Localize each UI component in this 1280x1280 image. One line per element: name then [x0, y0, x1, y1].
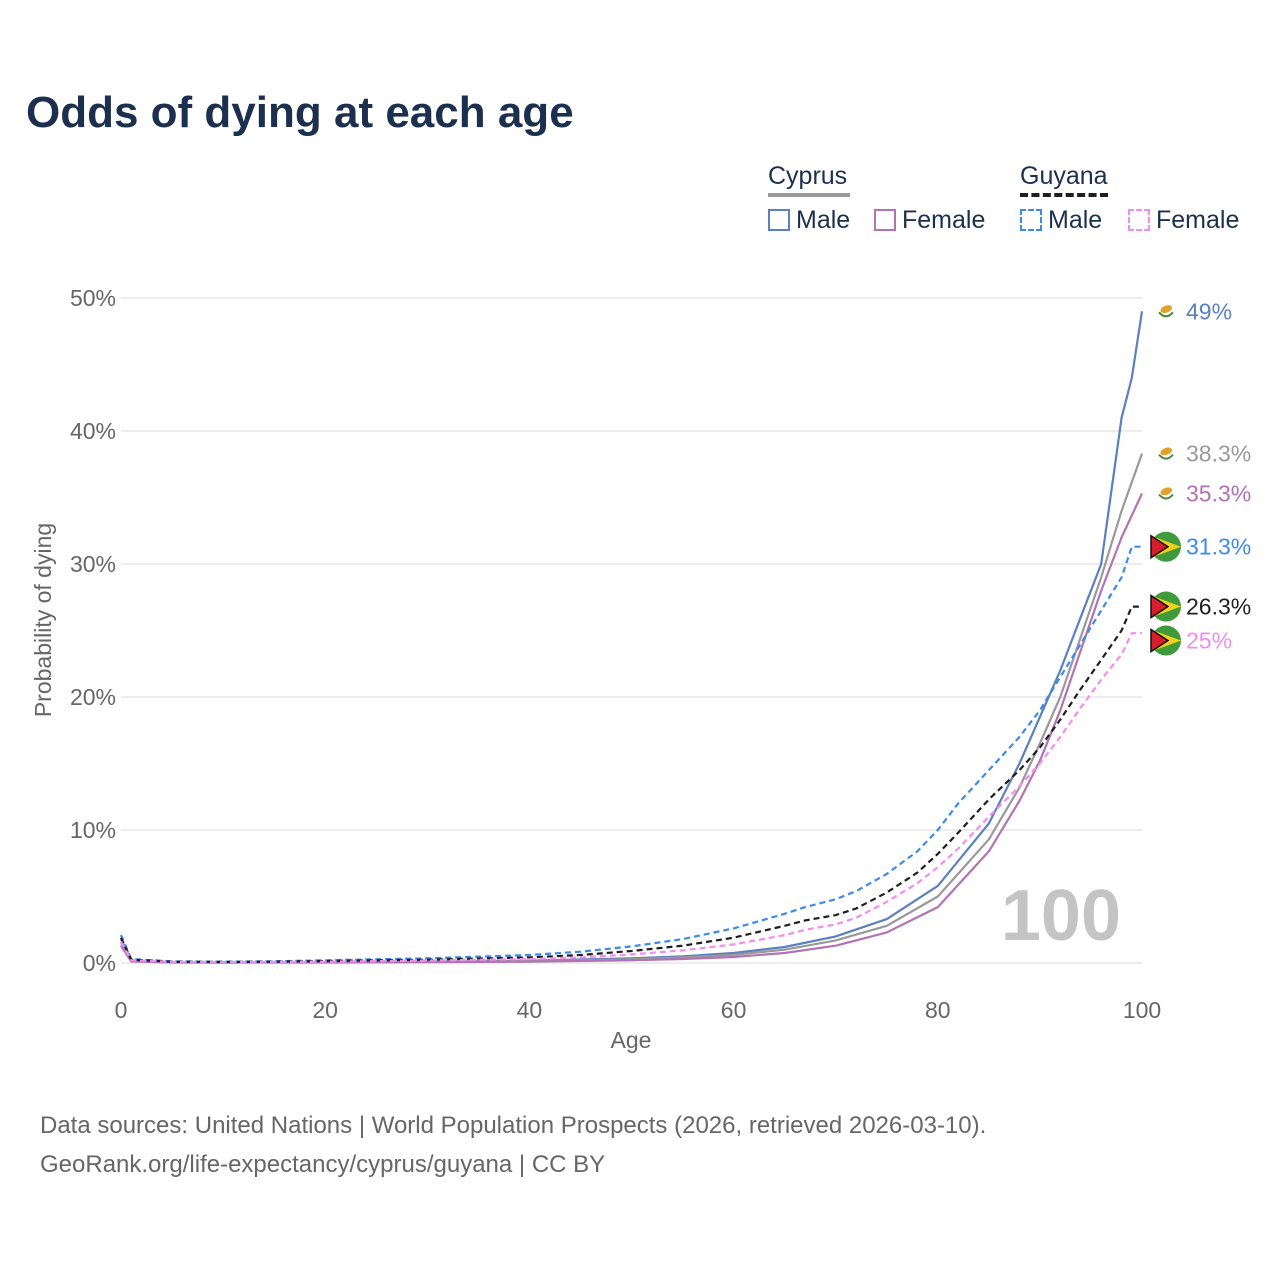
cyprus-flag-icon [1151, 296, 1181, 327]
x-tick-label: 60 [721, 997, 747, 1023]
legend-group-title: Cyprus [768, 162, 848, 190]
legend-swatch [874, 209, 896, 231]
flag-island [1160, 487, 1173, 496]
flag-island [1160, 447, 1173, 456]
y-tick-label: 0% [83, 950, 116, 976]
flag-triangle [1150, 628, 1170, 653]
x-axis: 0 20 40 60 80 100 [115, 997, 1162, 1023]
guyana-flag-icon [1150, 625, 1181, 656]
series-end-label: 25% [1186, 628, 1232, 654]
source-note: Data sources: United Nations | World Pop… [40, 1106, 986, 1184]
series-line [120, 632, 1142, 964]
legend-swatch [1128, 209, 1150, 231]
source-line-2: GeoRank.org/life-expectancy/cyprus/guyan… [40, 1151, 606, 1178]
legend-label: Female [902, 205, 986, 234]
series-end-label: 35.3% [1186, 481, 1251, 507]
flag-triangle [1150, 594, 1170, 619]
line-chart: 0% 10% 20% 30% 40% 50% 0 20 40 60 80 100 100 49% 38… [30, 285, 1251, 1053]
series-end-labels: 49% 38.3% 35.3% 31.3% 26.3% 25% [1150, 296, 1251, 656]
x-tick-label: 40 [517, 997, 543, 1023]
series-line [119, 545, 1142, 963]
series-line [120, 311, 1144, 964]
guyana-flag-icon [1150, 531, 1181, 562]
legend-item-cyprus-female[interactable]: Female [874, 206, 985, 234]
flag-triangle [1150, 534, 1170, 560]
y-axis: 0% 10% 20% 30% 40% 50% [70, 285, 116, 976]
chart-title: Odds of dying at each age [26, 88, 574, 137]
x-axis-title: Age [611, 1027, 652, 1053]
series-end-label: 26.3% [1186, 594, 1251, 620]
legend-group-title: Guyana [1020, 162, 1108, 190]
legend-item-guyana-male[interactable]: Male [1020, 206, 1102, 234]
legend-item-guyana-female[interactable]: Female [1128, 206, 1239, 234]
x-tick-label: 100 [1123, 997, 1161, 1023]
x-tick-label: 80 [925, 997, 951, 1023]
legend-group-bar [1020, 193, 1108, 197]
y-tick-label: 40% [70, 418, 116, 444]
cyprus-flag-icon [1151, 478, 1181, 509]
guyana-flag-icon [1150, 591, 1181, 622]
series-end-label: 31.3% [1186, 534, 1251, 560]
legend-label: Female [1156, 205, 1240, 234]
legend-swatch [768, 209, 790, 231]
flag-branches [1158, 311, 1174, 318]
series-line [120, 605, 1142, 963]
legend-label: Male [796, 205, 851, 234]
y-axis-title: Probability of dying [30, 523, 56, 717]
y-tick-label: 10% [70, 817, 116, 843]
series-line [120, 453, 1144, 964]
y-tick-label: 20% [70, 684, 116, 710]
flag-island [1160, 305, 1173, 313]
x-tick-label: 0 [115, 997, 128, 1023]
cyprus-flag-icon [1151, 438, 1181, 469]
flag-branches [1158, 453, 1174, 460]
legend-label: Male [1048, 205, 1103, 234]
flag-branches [1158, 493, 1174, 500]
source-line-1: Data sources: United Nations | World Pop… [40, 1112, 987, 1139]
x-tick-label: 20 [312, 997, 338, 1023]
legend-item-cyprus-male[interactable]: Male [768, 206, 850, 234]
grid-lines [121, 297, 1142, 964]
legend-group-bar [768, 193, 850, 197]
series-lines [119, 311, 1144, 964]
year-overlay: 100 [1001, 876, 1121, 956]
legend-swatch [1020, 209, 1042, 231]
y-tick-label: 50% [70, 285, 116, 311]
series-end-label: 38.3% [1186, 441, 1251, 467]
series-end-label: 49% [1186, 298, 1232, 324]
y-tick-label: 30% [70, 551, 116, 577]
